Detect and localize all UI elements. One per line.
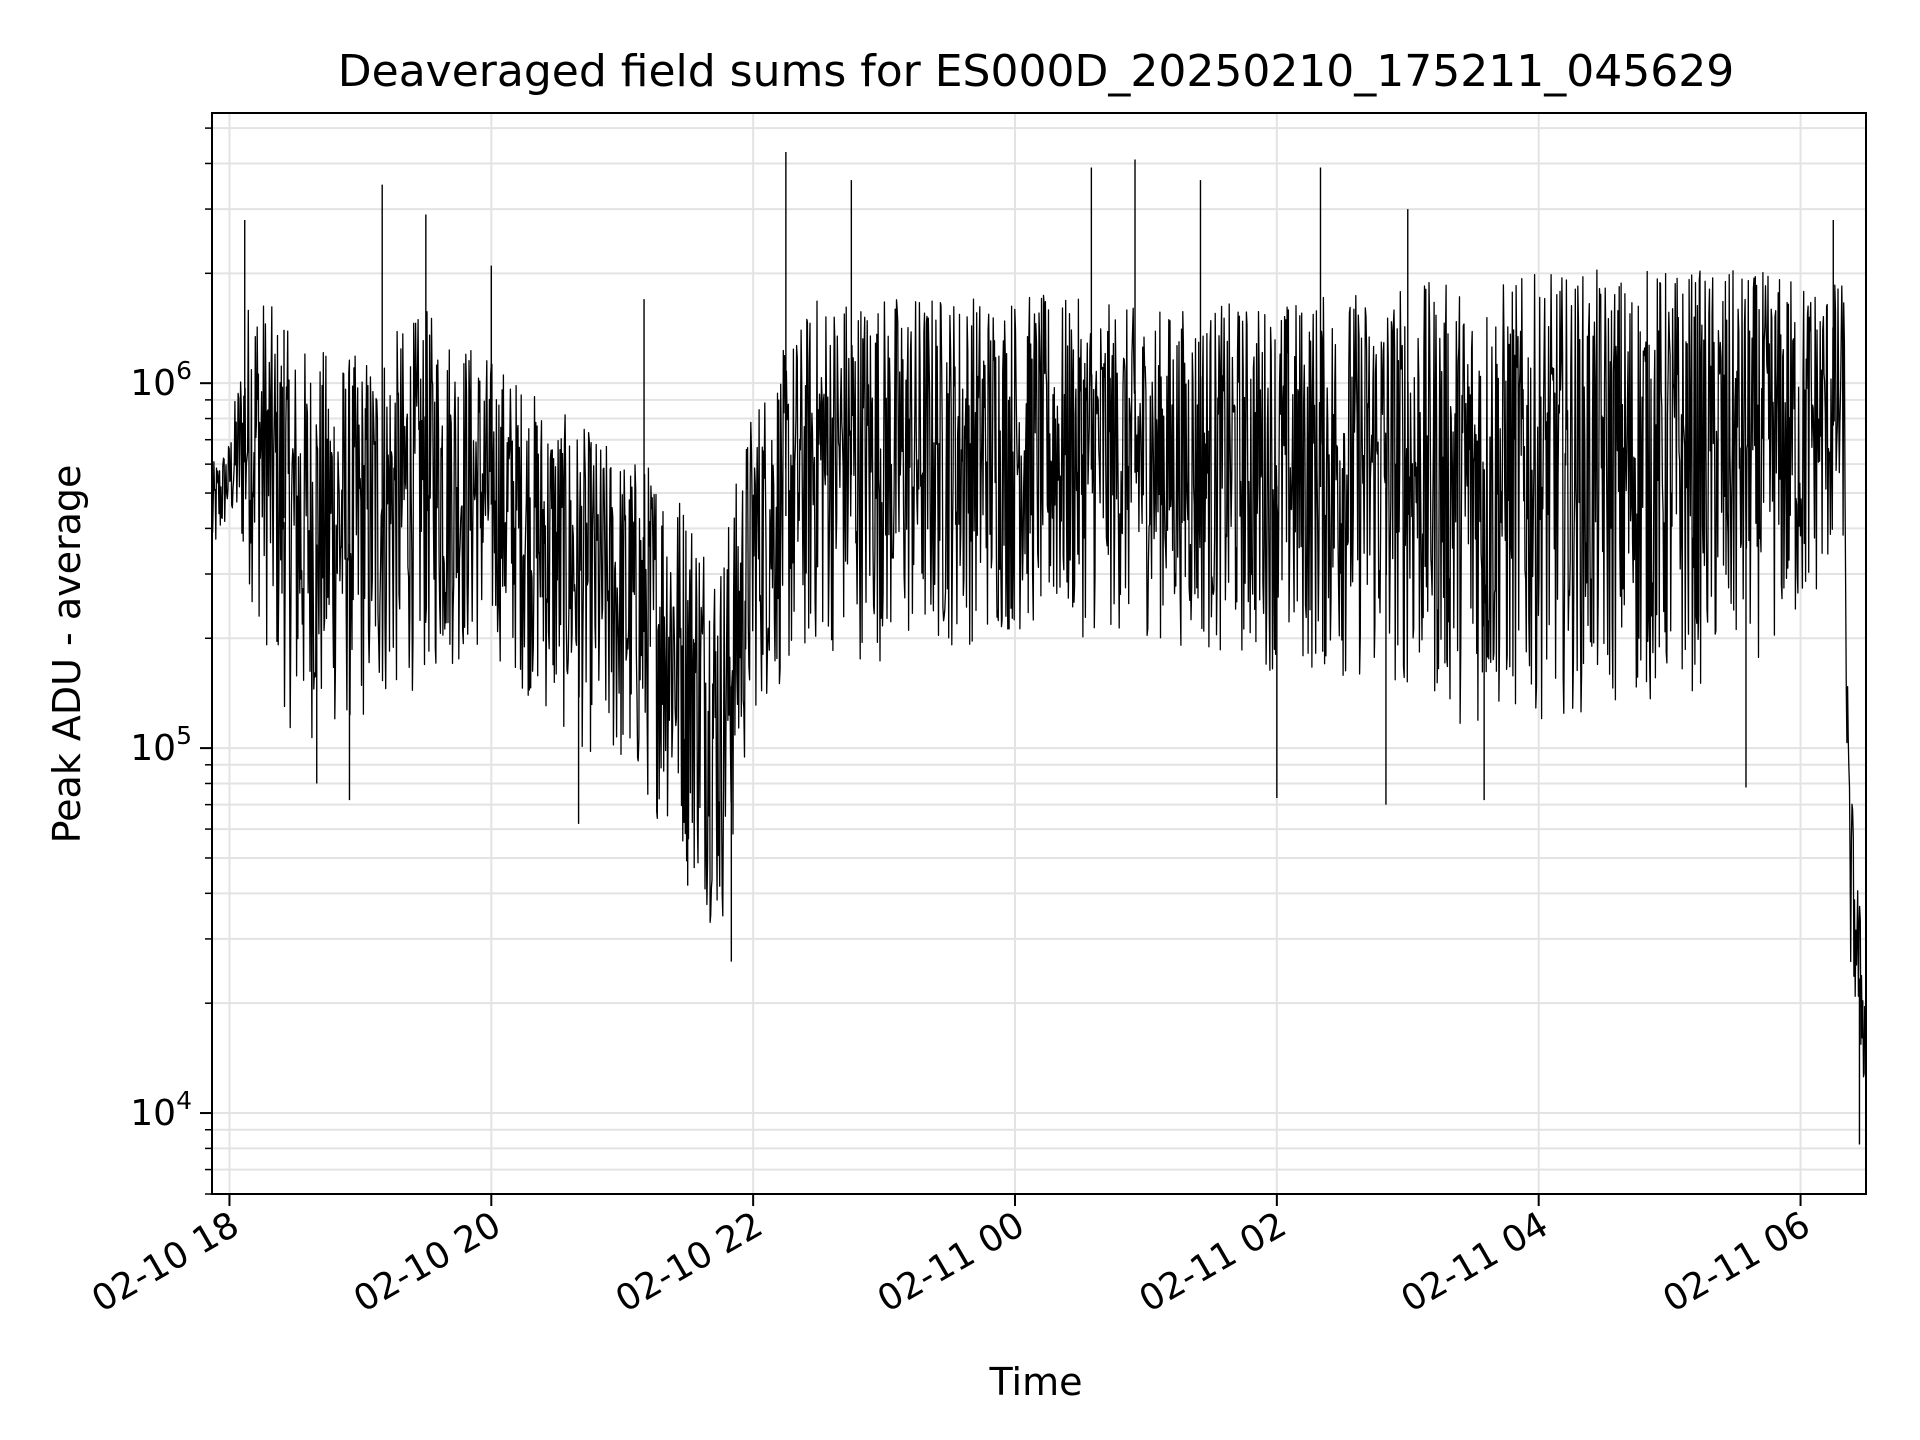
chart-title: Deaveraged field sums for ES000D_2025021…	[338, 46, 1734, 97]
series-line	[211, 152, 1867, 1145]
y-tick-label: 105	[130, 721, 192, 769]
y-axis-label: Peak ADU - average	[45, 465, 89, 844]
series-trace	[211, 269, 1867, 1078]
y-tick-label: 104	[130, 1086, 192, 1134]
y-tick-label: 106	[130, 356, 192, 404]
plot-frame	[211, 112, 1867, 1195]
x-axis-label: Time	[989, 1360, 1083, 1404]
y-axis: 104 105 106	[130, 127, 212, 1195]
